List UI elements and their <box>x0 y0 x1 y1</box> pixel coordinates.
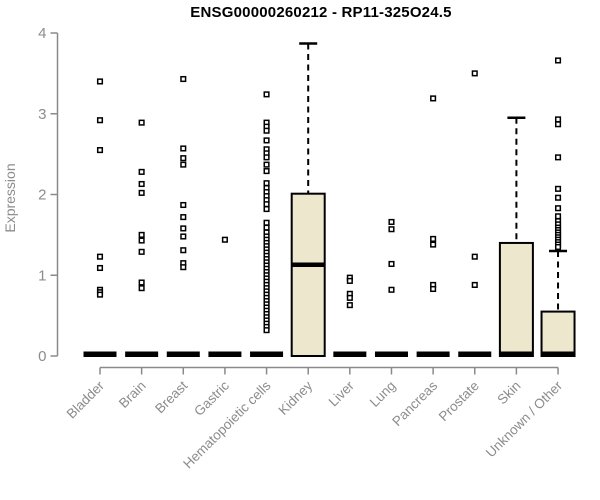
x-tick-label-skin: Skin <box>494 378 523 407</box>
outlier-point-brain <box>138 168 145 175</box>
box-skin <box>498 241 534 357</box>
outlier-point-pancreas <box>430 285 437 293</box>
zero-bar-prostate <box>458 351 492 357</box>
x-tick-label-bladder: Bladder <box>64 378 108 422</box>
outlier-point-lung <box>388 226 395 233</box>
outlier-point-brain <box>138 285 145 292</box>
outlier-point-brain <box>138 231 145 238</box>
outlier-point-gastric <box>221 236 228 243</box>
outlier-point-hematopoietic-cells <box>263 154 270 161</box>
zero-bar-brain <box>125 351 159 357</box>
outlier-point-unknown-other <box>554 243 562 251</box>
box-kidney <box>290 192 326 357</box>
x-tick-label-unknown-other: Unknown / Other <box>483 378 566 461</box>
outlier-point-hematopoietic-cells <box>263 161 270 168</box>
outlier-point-breast <box>180 214 187 221</box>
outlier-point-liver <box>346 294 353 301</box>
outlier-point-hematopoietic-cells <box>263 168 270 175</box>
outlier-point-breast <box>180 225 187 232</box>
zero-bar-bladder <box>83 351 117 357</box>
outlier-point-unknown-other <box>554 154 562 161</box>
outlier-point-breast <box>180 75 187 83</box>
outlier-point-brain <box>138 279 145 286</box>
outlier-point-pancreas <box>430 235 437 242</box>
zero-bar-hematopoietic-cells <box>250 351 284 357</box>
zero-bar-lung <box>374 351 408 357</box>
outlier-point-pancreas <box>430 95 437 102</box>
outlier-point-brain <box>138 189 145 196</box>
x-tick-label-lung: Lung <box>367 378 399 410</box>
outlier-point-brain <box>138 237 145 244</box>
outlier-point-bladder <box>96 253 104 260</box>
outlier-point-pancreas <box>430 241 437 248</box>
outlier-point-brain <box>138 180 145 188</box>
x-tick-label-gastric: Gastric <box>191 378 232 419</box>
outlier-point-hematopoietic-cells <box>263 205 270 213</box>
outlier-point-breast <box>180 155 187 162</box>
x-tick-label-liver: Liver <box>326 378 358 410</box>
outlier-point-breast <box>180 201 187 209</box>
x-tick-label-prostate: Prostate <box>436 378 482 424</box>
outlier-point-hematopoietic-cells <box>263 201 270 208</box>
outlier-point-breast <box>180 264 187 271</box>
x-tick-label-kidney: Kidney <box>276 378 316 418</box>
outlier-point-breast <box>180 145 187 152</box>
x-tick-label-pancreas: Pancreas <box>389 378 440 429</box>
zero-bar-pancreas <box>416 351 450 357</box>
outlier-point-bladder <box>96 117 104 124</box>
outlier-point-brain <box>138 248 145 255</box>
y-tick-label: 1 <box>38 267 46 284</box>
outlier-point-unknown-other <box>554 185 562 192</box>
x-tick-label-brain: Brain <box>116 378 149 411</box>
chart-title: ENSG00000260212 - RP11-325O24.5 <box>190 4 452 21</box>
outlier-point-prostate <box>471 70 478 77</box>
zero-bar-liver <box>333 351 367 357</box>
zero-bar-gastric <box>208 351 242 357</box>
outlier-point-bladder <box>96 147 104 154</box>
outlier-point-unknown-other <box>554 194 562 201</box>
outlier-point-hematopoietic-cells <box>263 127 270 134</box>
outlier-point-unknown-other <box>554 121 562 128</box>
box-unknown-other <box>540 310 576 357</box>
outlier-point-bladder <box>96 264 104 272</box>
y-tick-label: 4 <box>38 25 46 42</box>
outlier-point-hematopoietic-cells <box>263 327 270 334</box>
outlier-point-lung <box>388 260 395 267</box>
x-tick-label-breast: Breast <box>152 378 190 416</box>
outlier-point-liver <box>346 277 353 284</box>
outlier-point-prostate <box>471 253 478 260</box>
outlier-point-breast <box>180 161 187 168</box>
outlier-point-lung <box>388 218 395 226</box>
outlier-point-breast <box>180 247 187 254</box>
outlier-point-lung <box>388 286 395 293</box>
median-skin <box>499 351 533 357</box>
zero-bar-breast <box>166 351 200 357</box>
outlier-point-breast <box>180 233 187 240</box>
outlier-point-unknown-other <box>554 205 562 212</box>
outlier-point-prostate <box>471 281 478 288</box>
outlier-point-bladder <box>96 78 104 85</box>
outlier-point-brain <box>138 119 145 126</box>
outlier-point-liver <box>346 302 353 309</box>
outlier-point-hematopoietic-cells <box>263 137 270 144</box>
outlier-point-hematopoietic-cells <box>263 180 270 187</box>
outlier-point-hematopoietic-cells <box>263 224 270 231</box>
outlier-point-hematopoietic-cells <box>263 91 270 98</box>
y-tick-label: 2 <box>38 187 46 204</box>
y-tick-label: 3 <box>38 106 46 123</box>
outlier-point-unknown-other <box>554 57 562 64</box>
median-unknown-other <box>541 351 575 357</box>
outlier-point-unknown-other <box>554 116 562 123</box>
outlier-point-hematopoietic-cells <box>263 219 270 226</box>
outlier-point-unknown-other <box>554 213 562 220</box>
y-tick-label: 0 <box>38 348 46 365</box>
outlier-point-bladder <box>96 291 104 298</box>
